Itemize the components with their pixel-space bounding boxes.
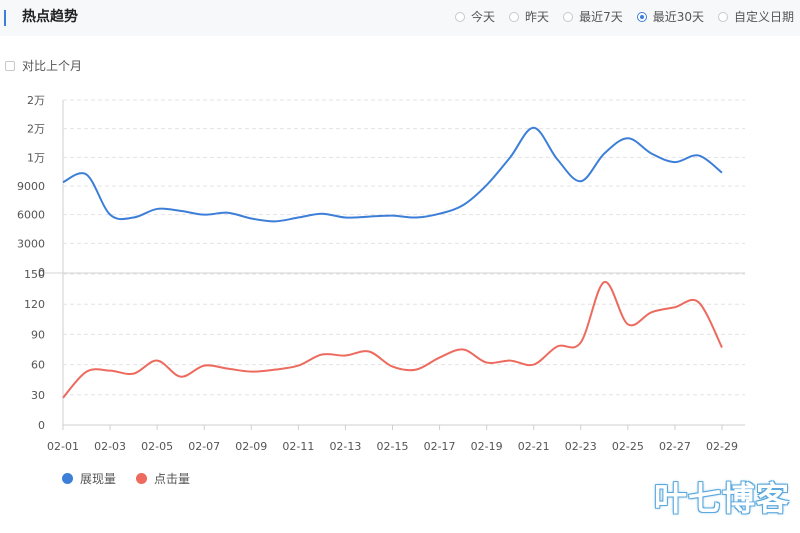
x-tick-label: 02-05 <box>141 440 173 453</box>
x-tick-label: 02-15 <box>377 440 409 453</box>
range-last-30-days[interactable]: 最近30天 <box>636 8 704 26</box>
x-tick-label: 02-19 <box>471 440 503 453</box>
y-tick-label: 3000 <box>17 237 45 250</box>
range-label: 昨天 <box>525 10 550 24</box>
legend-dot-icon <box>62 473 73 484</box>
checkbox-icon[interactable] <box>5 60 15 71</box>
trend-chart: 0 3000 6000 9000 1万 2万 2万 0 30 60 90 120 150 02-01 02-… <box>17 94 745 453</box>
page-title: 热点趋势 <box>22 9 78 25</box>
legend-item-impressions[interactable]: 展现量 <box>62 470 116 487</box>
y-tick-label: 2万 <box>27 94 45 107</box>
range-today[interactable]: 今天 <box>455 8 495 26</box>
range-label: 今天 <box>471 10 496 24</box>
header-bar: 热点趋势 今天 昨天 最近7天 最近30天 自定义日期 <box>0 0 800 36</box>
compare-label: 对比上个月 <box>22 59 83 73</box>
y-tick-label: 9000 <box>17 180 45 193</box>
legend-item-clicks[interactable]: 点击量 <box>136 470 190 487</box>
watermark-logo: 叶七博客 <box>654 479 790 518</box>
range-yesterday[interactable]: 昨天 <box>509 8 549 26</box>
x-tick-label: 02-03 <box>94 440 126 453</box>
radio-icon[interactable] <box>717 12 728 22</box>
radio-selected-icon[interactable] <box>636 12 647 22</box>
y-tick-label: 60 <box>31 359 45 372</box>
y-tick-label: 6000 <box>17 209 45 222</box>
x-tick-label: 02-09 <box>235 440 267 453</box>
x-tick-label: 02-07 <box>188 440 220 453</box>
x-tick-label: 02-27 <box>659 440 691 453</box>
range-label: 自定义日期 <box>733 10 794 24</box>
range-custom-date[interactable]: 自定义日期 <box>717 8 794 26</box>
legend-label: 展现量 <box>80 472 117 486</box>
range-label: 最近30天 <box>652 10 704 24</box>
x-tick-label: 02-13 <box>329 440 361 453</box>
legend-label: 点击量 <box>154 472 191 486</box>
x-tick-label: 02-23 <box>565 440 597 453</box>
y-tick-label: 1万 <box>27 151 45 164</box>
radio-icon[interactable] <box>509 12 520 22</box>
x-tick-label: 02-17 <box>424 440 456 453</box>
radio-icon[interactable] <box>563 12 574 22</box>
y-tick-label: 0 <box>38 266 45 279</box>
range-label: 最近7天 <box>579 10 623 24</box>
series-line-impressions <box>62 126 723 223</box>
y-tick-label: 2万 <box>27 123 45 136</box>
x-tick-label: 02-29 <box>706 440 738 453</box>
x-tick-label: 02-11 <box>282 440 314 453</box>
y-tick-label: 120 <box>24 298 45 311</box>
legend-dot-icon <box>136 473 148 484</box>
y-tick-label: 150 <box>24 268 45 281</box>
y-tick-label: 0 <box>38 419 45 432</box>
x-tick-label: 02-01 <box>47 440 79 453</box>
x-tick-label: 02-21 <box>518 440 550 453</box>
header-accent-bar <box>4 10 6 26</box>
series-line-clicks <box>62 281 723 399</box>
x-tick-label: 02-25 <box>612 440 644 453</box>
date-range-selector: 今天 昨天 最近7天 最近30天 自定义日期 <box>455 8 794 26</box>
compare-last-month-checkbox[interactable]: 对比上个月 <box>5 57 82 74</box>
range-last-7-days[interactable]: 最近7天 <box>563 8 623 26</box>
y-tick-label: 90 <box>31 328 45 341</box>
radio-icon[interactable] <box>455 12 466 22</box>
chart-legend: 展现量 点击量 <box>62 470 190 487</box>
y-tick-label: 30 <box>31 389 45 402</box>
